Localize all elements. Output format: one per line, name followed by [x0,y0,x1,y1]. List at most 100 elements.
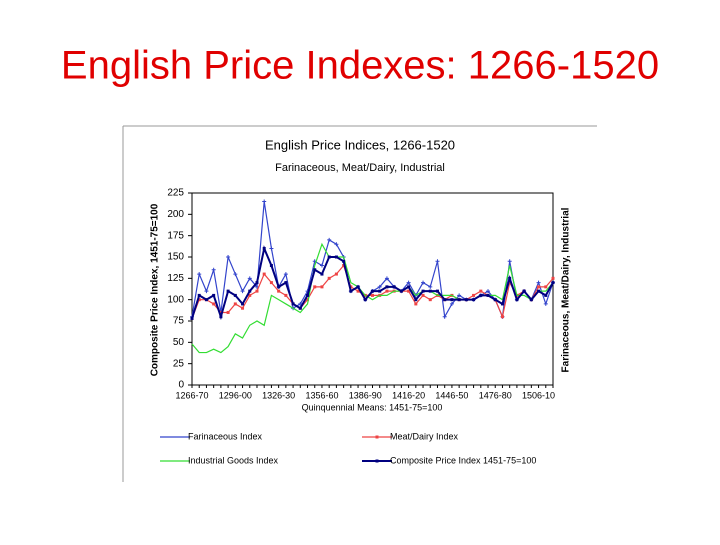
point-marker [334,255,338,259]
point-marker [472,298,476,302]
point-marker [428,284,433,289]
point-marker [536,280,541,285]
point-marker [479,289,483,293]
point-marker [464,298,468,302]
point-marker [212,293,216,297]
y-axis-label: Composite Price Index, 1451-75=100 [150,203,161,376]
point-marker [515,298,519,302]
legend-marker [375,459,379,463]
x-tick-label: 1296-00 [219,390,252,400]
slide-title: English Price Indexes: 1266-1520 [61,44,659,88]
x-tick-label: 1386-90 [349,390,382,400]
y-tick-label: 200 [167,209,184,220]
series-line [191,242,554,354]
legend-label: Farinaceous Index [188,431,263,441]
point-marker [385,285,389,289]
point-marker [522,289,526,293]
point-marker [190,316,194,320]
point-marker [457,298,461,302]
point-marker [385,289,389,293]
point-marker [233,302,237,306]
point-marker [255,289,259,293]
point-marker [406,280,411,285]
point-marker [319,263,324,268]
point-marker [421,280,426,285]
point-marker [508,276,512,280]
point-marker [363,298,367,302]
point-marker [197,293,201,297]
x-tick-label: 1326-30 [262,390,295,400]
y-tick-label: 225 [167,188,184,199]
point-marker [219,315,223,319]
point-marker [262,199,267,204]
point-marker [414,298,418,302]
y-tick-label: 0 [178,380,184,391]
legend-label: Meat/Dairy Index [390,431,459,441]
point-marker [226,310,230,314]
x-tick-label: 1266-70 [175,390,208,400]
point-marker [233,293,237,297]
point-marker [349,289,353,293]
point-marker [327,276,331,280]
point-marker [507,259,512,264]
point-marker [371,293,374,297]
point-marker [306,298,310,302]
y-tick-label: 50 [173,337,185,348]
legend-label: Industrial Goods Index [188,455,279,465]
point-marker [551,276,555,280]
point-marker [284,281,288,285]
point-marker [500,302,504,306]
point-marker [306,293,310,297]
point-marker [233,272,238,277]
legend-label: Composite Price Index 1451-75=100 [390,455,536,465]
point-marker [486,289,491,294]
point-marker [284,293,288,297]
point-marker [428,298,432,302]
point-marker [298,306,302,310]
point-marker [428,289,432,293]
point-marker [269,246,274,251]
point-marker [449,301,454,306]
point-marker [479,293,483,297]
point-marker [226,289,230,293]
x-tick-label: 1476-80 [479,390,512,400]
point-marker [334,272,338,276]
point-marker [211,267,216,272]
point-marker [377,284,382,289]
point-marker [500,315,504,319]
x-tick-label: 1506-10 [522,390,555,400]
point-marker [407,289,411,293]
point-marker [349,285,353,289]
point-marker [392,285,396,289]
point-marker [421,289,425,293]
y-tick-label: 175 [167,230,184,241]
point-marker [219,310,223,314]
point-marker [551,281,555,285]
point-marker [450,298,454,302]
point-marker [529,298,533,302]
point-marker [342,264,346,268]
point-marker [241,306,245,310]
point-marker [327,237,332,242]
point-marker [262,246,266,250]
point-marker [313,285,317,289]
point-marker [291,302,295,306]
point-marker [247,276,252,281]
point-marker [407,285,411,289]
point-marker [262,272,266,276]
y-tick-label: 125 [167,273,184,284]
x-tick-label: 1356-60 [305,390,338,400]
point-marker [226,255,231,259]
point-marker [313,268,317,272]
point-marker [442,314,447,319]
point-marker [378,289,382,293]
point-marker [544,293,548,297]
point-marker [414,302,418,306]
point-marker [277,285,281,289]
point-marker [255,281,259,285]
point-marker [212,302,216,306]
chart-title: English Price Indices, 1266-1520 [265,137,455,152]
y2-axis-label: Farinaceous, Meat/Dairy, Industrial [561,207,572,372]
point-marker [248,289,252,293]
point-marker [197,298,201,302]
